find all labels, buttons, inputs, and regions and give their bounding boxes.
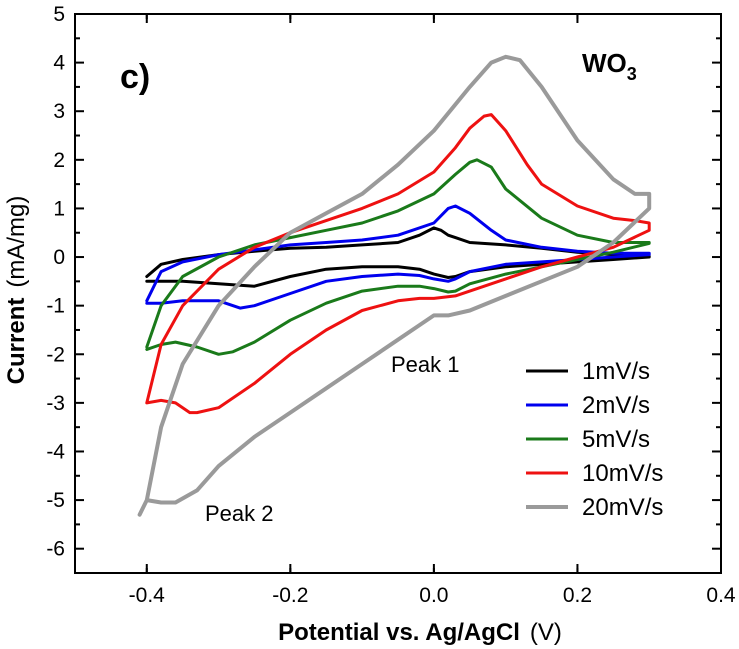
plot-frame <box>74 13 722 574</box>
x-axis-title-text: Potential vs. Ag/AgCl <box>278 619 520 646</box>
y-tick-label: 2 <box>53 149 65 172</box>
y-tick-label: -6 <box>46 538 65 561</box>
y-axis-title-text: Current <box>3 298 30 385</box>
legend-label: 20mV/s <box>582 494 663 521</box>
y-tick-label: -5 <box>46 489 65 512</box>
x-tick-label: -0.2 <box>272 584 308 607</box>
series-line-2mV-per-s <box>145 204 651 310</box>
series-line-20mV-per-s <box>137 54 652 517</box>
y-tick-label: 0 <box>53 246 65 269</box>
y-tick-label: 5 <box>53 3 65 26</box>
tick-labels: -0.4 -0.2 0.0 0.2 0.4 -6 -5 -4 -3 -2 -1 0 1 2 3 4 5 <box>46 3 736 607</box>
legend-label: 5mV/s <box>582 426 650 453</box>
y-tick-label: -3 <box>46 392 65 415</box>
annotation-peak-1: Peak 1 <box>391 352 460 377</box>
y-axis-unit: (mA/mg) <box>3 196 30 288</box>
panel-label: c) <box>120 58 150 96</box>
x-tick-label: -0.4 <box>129 584 166 607</box>
legend: 1mV/s 2mV/s 5mV/s 10mV/s 20mV/s <box>526 358 663 521</box>
series-layer <box>137 54 652 517</box>
y-tick-label: 1 <box>53 197 65 220</box>
x-axis-unit: (V) <box>530 619 562 646</box>
y-axis-title: Current (mA/mg) <box>3 196 30 385</box>
legend-label: 1mV/s <box>582 358 650 385</box>
material-label-base: WO <box>582 48 627 78</box>
y-tick-label: 3 <box>53 100 65 123</box>
annotation-peak-2: Peak 2 <box>205 501 274 526</box>
y-tick-label: -1 <box>46 295 65 318</box>
legend-label: 10mV/s <box>582 460 663 487</box>
legend-label: 2mV/s <box>582 392 650 419</box>
x-tick-label: 0.0 <box>419 584 448 607</box>
material-label: WO3 <box>582 48 637 84</box>
x-tick-label: 0.4 <box>706 584 736 607</box>
y-tick-label: -4 <box>46 440 65 463</box>
series-line-5mV-per-s <box>145 158 651 356</box>
y-tick-label: 4 <box>53 52 65 75</box>
series-line-10mV-per-s <box>145 113 651 415</box>
ticks-layer <box>75 13 722 573</box>
material-label-subscript: 3 <box>627 64 637 84</box>
x-tick-label: 0.2 <box>563 584 592 607</box>
x-axis-title: Potential vs. Ag/AgCl (V) <box>278 619 562 646</box>
y-tick-label: -2 <box>46 343 65 366</box>
